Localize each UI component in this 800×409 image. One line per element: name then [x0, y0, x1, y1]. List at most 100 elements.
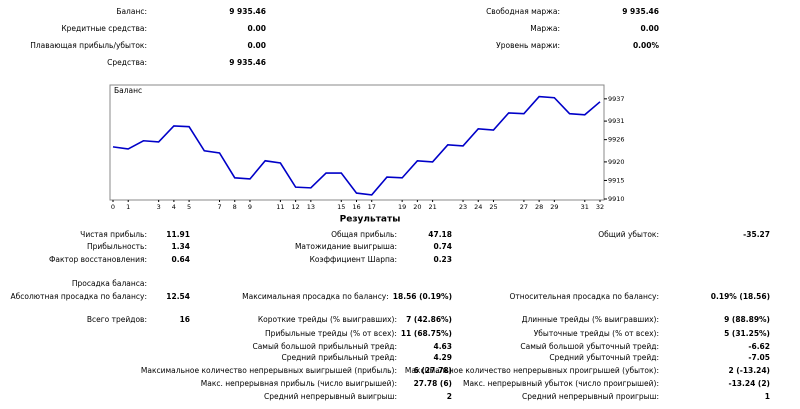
y-tick-label: 9920 [608, 158, 625, 166]
result-label: Просадка баланса: [72, 279, 147, 288]
account-label: Баланс: [116, 7, 147, 16]
account-label: Плавающая прибыль/убыток: [30, 41, 147, 50]
result-value: 1 [765, 392, 770, 401]
x-tick-label: 5 [187, 203, 191, 211]
y-tick-label: 9937 [608, 95, 625, 103]
x-tick-label: 9 [248, 203, 252, 211]
x-tick-label: 1 [126, 203, 130, 211]
result-label: Длинные трейды (% выигравших): [522, 315, 659, 324]
result-label: Самый большой прибыльный трейд: [252, 342, 397, 351]
x-tick-label: 0 [111, 203, 115, 211]
result-label: Убыточные трейды (% от всех): [534, 329, 659, 338]
y-tick-label: 9926 [608, 136, 625, 144]
result-value: 4.29 [433, 353, 452, 362]
y-tick-label: 9915 [608, 176, 625, 184]
result-value: 9 (88.89%) [724, 315, 770, 324]
result-label: Коэффициент Шарпа: [310, 255, 397, 264]
x-tick-label: 24 [474, 203, 482, 211]
result-value: 0.19% (18.56) [711, 292, 770, 301]
balance-line [112, 95, 601, 196]
x-tick-label: 17 [368, 203, 376, 211]
result-label: Самый большой убыточный трейд: [520, 342, 659, 351]
result-label: Максимальное количество непрерывных выиг… [141, 366, 397, 375]
x-tick-label: 23 [459, 203, 467, 211]
result-value: 7 (42.86%) [406, 315, 452, 324]
result-value: 18.56 (0.19%) [393, 292, 452, 301]
result-label: Средний непрерывный выигрыш: [264, 392, 397, 401]
x-tick-label: 29 [550, 203, 558, 211]
x-tick-label: 3 [157, 203, 161, 211]
result-value: 2 (-13.24) [728, 366, 770, 375]
account-value: 0.00% [633, 41, 660, 50]
account-label: Средства: [107, 58, 147, 67]
chart-title: Баланс [114, 86, 142, 95]
result-label: Прибыльность: [87, 242, 147, 251]
result-value: 5 (31.25%) [724, 329, 770, 338]
y-tick-label: 9910 [608, 195, 625, 203]
x-tick-label: 16 [352, 203, 360, 211]
x-tick-label: 15 [337, 203, 345, 211]
account-label: Кредитные средства: [61, 24, 147, 33]
results-title: Результаты [340, 215, 401, 225]
x-tick-label: 27 [520, 203, 528, 211]
result-value: 0.64 [171, 255, 190, 264]
result-label: Максимальная просадка по балансу: [242, 292, 389, 301]
account-value: 9 935.46 [622, 7, 659, 16]
result-value: -6.62 [748, 342, 770, 351]
result-label: Средний убыточный трейд: [549, 353, 659, 362]
x-tick-label: 11 [276, 203, 284, 211]
result-value: 0.23 [433, 255, 452, 264]
account-label: Уровень маржи: [496, 41, 560, 50]
x-tick-label: 12 [291, 203, 299, 211]
x-tick-label: 32 [596, 203, 604, 211]
result-value: 16 [180, 315, 190, 324]
account-value: 9 935.46 [229, 58, 266, 67]
x-tick-label: 28 [535, 203, 543, 211]
account-value: 0.00 [247, 24, 266, 33]
x-tick-label: 31 [581, 203, 589, 211]
x-tick-label: 21 [428, 203, 436, 211]
result-label: Максимальное количество непрерывных прои… [405, 366, 659, 375]
result-label: Всего трейдов: [87, 315, 147, 324]
result-label: Матожидание выигрыша: [295, 242, 397, 251]
account-value: 0.00 [247, 41, 266, 50]
chart-frame [109, 84, 605, 201]
result-value: 2 [447, 392, 452, 401]
result-label: Короткие трейды (% выигравших): [258, 315, 397, 324]
result-value: 27.78 (6) [414, 379, 452, 388]
result-value: 47.18 [428, 230, 452, 239]
x-tick-label: 7 [217, 203, 221, 211]
result-value: 1.34 [171, 242, 190, 251]
x-tick-label: 13 [307, 203, 315, 211]
result-label: Относительная просадка по балансу: [509, 292, 659, 301]
x-tick-label: 19 [398, 203, 406, 211]
result-value: 11.91 [166, 230, 190, 239]
result-label: Прибыльные трейды (% от всех): [265, 329, 397, 338]
result-value: 12.54 [166, 292, 190, 301]
result-label: Фактор восстановления: [49, 255, 147, 264]
account-value: 0.00 [640, 24, 659, 33]
account-label: Свободная маржа: [486, 7, 560, 16]
result-label: Макс. непрерывная прибыль (число выигрыш… [201, 379, 397, 388]
x-tick-label: 20 [413, 203, 421, 211]
result-value: -7.05 [748, 353, 770, 362]
result-value: 11 (68.75%) [401, 329, 452, 338]
x-tick-label: 25 [489, 203, 497, 211]
result-label: Общий убыток: [598, 230, 659, 239]
result-label: Средний непрерывный проигрыш: [522, 392, 659, 401]
result-value: 6 (27.78) [414, 366, 452, 375]
result-label: Средний прибыльный трейд: [281, 353, 397, 362]
result-value: 4.63 [433, 342, 452, 351]
x-tick-label: 4 [172, 203, 176, 211]
result-label: Абсолютная просадка по балансу: [11, 292, 148, 301]
result-label: Общая прибыль: [331, 230, 397, 239]
result-value: 0.74 [433, 242, 452, 251]
result-value: -13.24 (2) [728, 379, 770, 388]
x-tick-label: 8 [233, 203, 237, 211]
account-value: 9 935.46 [229, 7, 266, 16]
y-tick-label: 9931 [608, 117, 625, 125]
result-value: -35.27 [743, 230, 770, 239]
account-label: Маржа: [530, 24, 560, 33]
result-label: Макс. непрерывный убыток (число проигрыш… [463, 379, 659, 388]
